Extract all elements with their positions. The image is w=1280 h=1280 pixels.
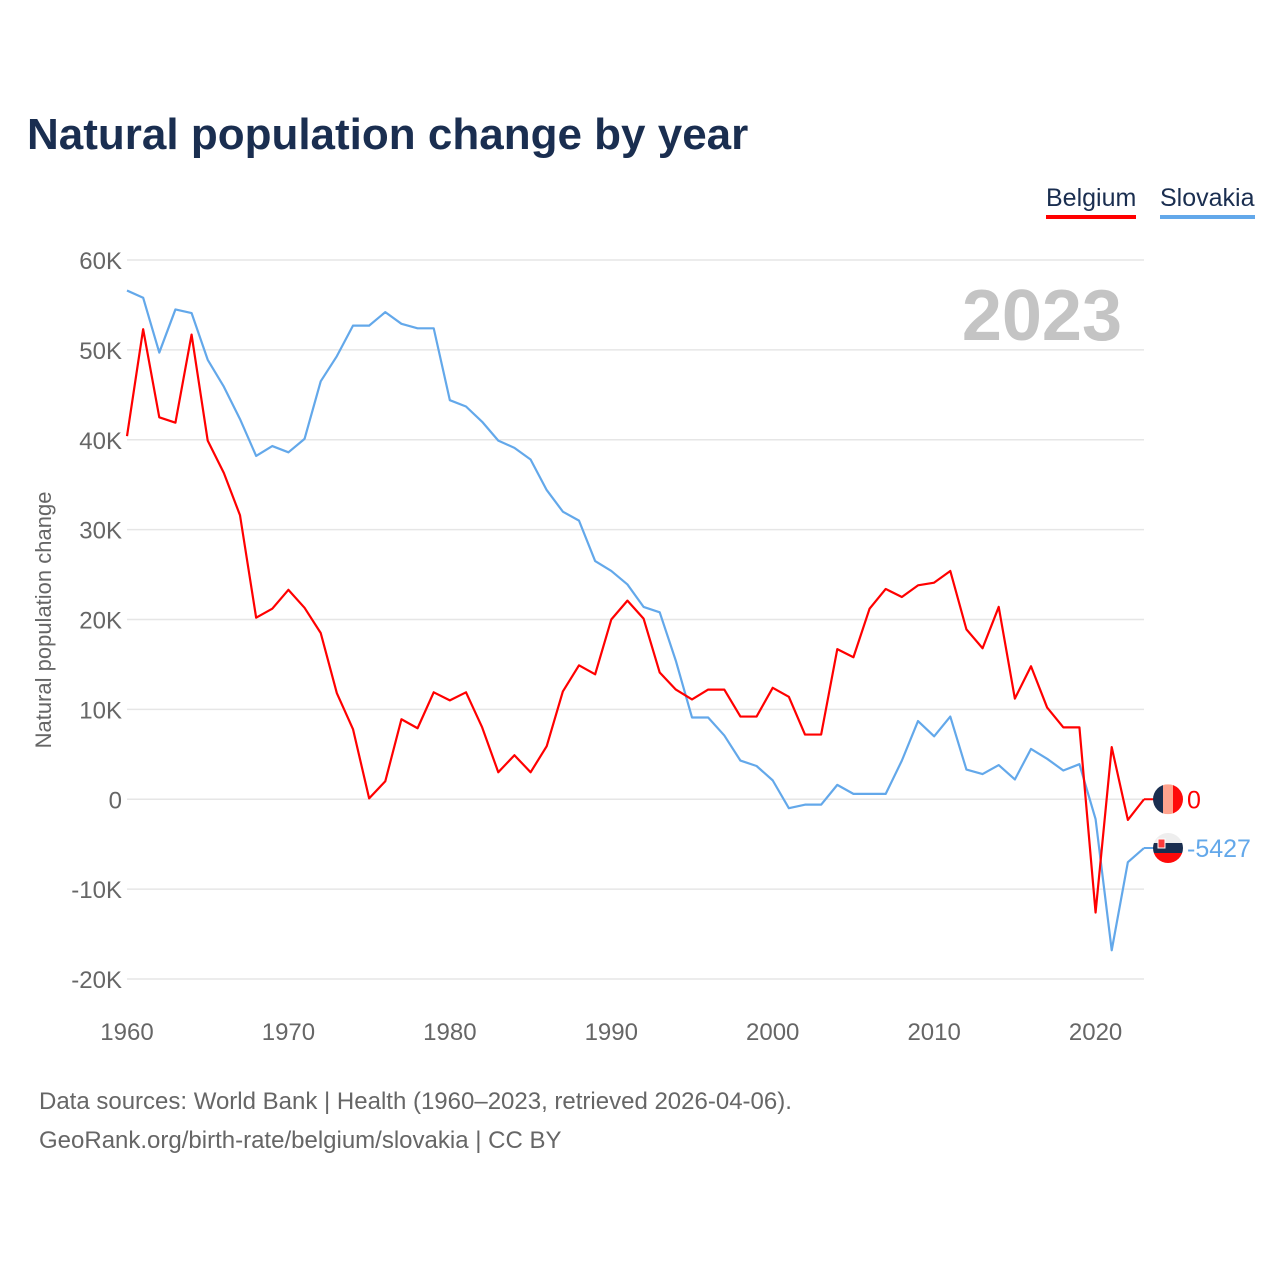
x-tick-label: 2010 <box>907 1019 960 1046</box>
belgium-flag-icon <box>1153 784 1183 815</box>
series-line-belgium <box>125 328 1145 914</box>
y-tick-label: 10K <box>79 697 122 724</box>
series-line-slovakia <box>126 289 1145 952</box>
x-tick-label: 1970 <box>262 1019 315 1046</box>
end-label-belgium: 0 <box>1187 786 1201 814</box>
x-tick-label: 2020 <box>1069 1019 1122 1046</box>
legend-belgium[interactable]: Belgium <box>1046 184 1137 219</box>
y-tick-label: -10K <box>71 877 122 904</box>
y-tick-label: -20K <box>71 967 122 994</box>
source-line-1: Data sources: World Bank | Health (1960–… <box>39 1088 792 1115</box>
chart-title: Natural population change by year <box>27 110 749 159</box>
source-line-2[interactable]: GeoRank.org/birth-rate/belgium/slovakia … <box>39 1127 562 1154</box>
y-tick-label: 50K <box>79 338 122 365</box>
year-watermark: 2023 <box>962 276 1122 356</box>
x-tick-label: 1980 <box>423 1019 476 1046</box>
y-tick-label: 0 <box>109 787 122 814</box>
y-axis-label: Natural population change <box>31 492 56 749</box>
y-tick-label: 60K <box>79 248 122 275</box>
x-tick-label: 1990 <box>585 1019 638 1046</box>
y-tick-label: 20K <box>79 608 122 635</box>
y-tick-label: 40K <box>79 428 122 455</box>
x-tick-label: 2000 <box>746 1019 799 1046</box>
y-tick-label: 30K <box>79 518 122 545</box>
end-label-slovakia: -5427 <box>1187 835 1251 863</box>
slovakia-flag-icon <box>1153 833 1183 863</box>
legend-slovakia[interactable]: Slovakia <box>1160 184 1255 219</box>
x-tick-label: 1960 <box>100 1019 153 1046</box>
